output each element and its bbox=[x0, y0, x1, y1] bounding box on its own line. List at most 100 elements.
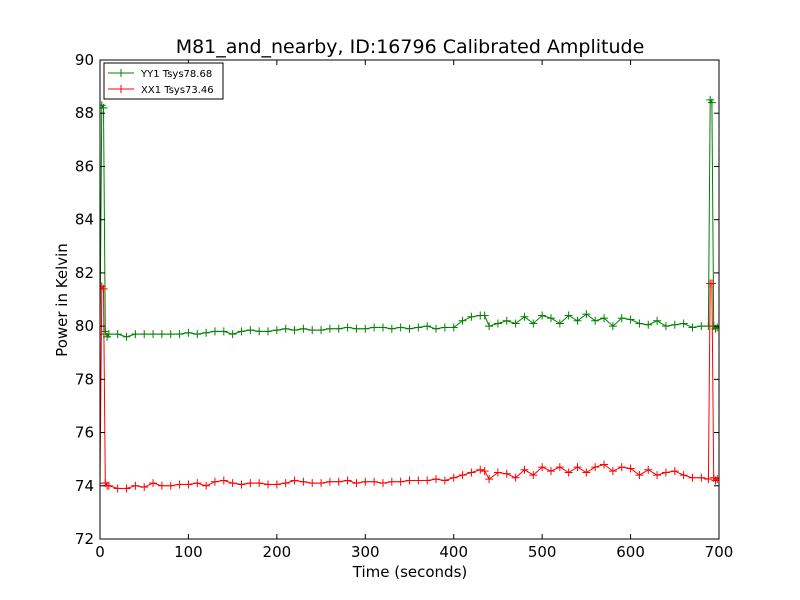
data-point bbox=[193, 330, 202, 339]
data-point bbox=[697, 322, 706, 331]
data-point bbox=[485, 475, 494, 484]
data-point bbox=[449, 473, 458, 482]
data-point bbox=[325, 324, 334, 333]
data-point bbox=[361, 324, 370, 333]
data-point bbox=[396, 323, 405, 332]
data-point bbox=[122, 484, 131, 493]
data-point bbox=[635, 471, 644, 480]
data-point bbox=[670, 320, 679, 329]
data-point bbox=[131, 481, 140, 490]
data-point bbox=[520, 465, 529, 474]
data-point bbox=[476, 465, 485, 474]
data-point bbox=[334, 477, 343, 486]
y-tick-label: 80 bbox=[75, 317, 94, 335]
data-point bbox=[414, 323, 423, 332]
data-point bbox=[707, 98, 716, 107]
data-point bbox=[175, 480, 184, 489]
data-point bbox=[432, 475, 441, 484]
data-point bbox=[210, 327, 219, 336]
data-point bbox=[308, 479, 317, 488]
data-point bbox=[511, 319, 520, 328]
data-point bbox=[405, 476, 414, 485]
data-point bbox=[582, 468, 591, 477]
data-point bbox=[334, 324, 343, 333]
data-point bbox=[440, 323, 449, 332]
data-point bbox=[617, 463, 626, 472]
data-point bbox=[653, 471, 662, 480]
data-point bbox=[626, 464, 635, 473]
y-tick-label: 74 bbox=[75, 477, 94, 495]
data-point bbox=[228, 330, 237, 339]
y-axis: 72 74 76 78 80 82 84 86 88 90 bbox=[75, 51, 719, 548]
data-point bbox=[308, 326, 317, 335]
data-point bbox=[480, 467, 489, 476]
data-point bbox=[113, 484, 122, 493]
data-point bbox=[538, 311, 547, 320]
data-point bbox=[502, 316, 511, 325]
y-tick-label: 78 bbox=[75, 370, 94, 388]
legend-label: YY1 Tsys78.68 bbox=[140, 69, 212, 80]
data-point bbox=[414, 476, 423, 485]
data-point bbox=[166, 330, 175, 339]
data-point bbox=[608, 467, 617, 476]
series-markers-0 bbox=[100, 95, 719, 341]
x-tick-label: 700 bbox=[705, 543, 734, 561]
plot-area bbox=[100, 60, 719, 539]
data-point bbox=[661, 322, 670, 331]
data-point bbox=[370, 323, 379, 332]
data-point bbox=[228, 479, 237, 488]
x-tick-label: 600 bbox=[616, 543, 645, 561]
data-point bbox=[679, 319, 688, 328]
x-axis: 0 100 200 300 400 500 600 700 bbox=[95, 60, 733, 561]
data-point bbox=[600, 314, 609, 323]
data-point bbox=[502, 469, 511, 478]
data-point bbox=[343, 323, 352, 332]
data-point bbox=[131, 330, 140, 339]
y-tick-label: 72 bbox=[75, 530, 94, 548]
data-point bbox=[467, 312, 476, 321]
data-point bbox=[352, 479, 361, 488]
data-point bbox=[361, 477, 370, 486]
plot-frame bbox=[99, 59, 720, 540]
data-point bbox=[713, 323, 719, 332]
data-point bbox=[299, 324, 308, 333]
data-point bbox=[255, 479, 264, 488]
data-point bbox=[281, 324, 290, 333]
x-tick-label: 400 bbox=[439, 543, 468, 561]
legend-marker bbox=[117, 69, 125, 77]
data-point bbox=[210, 477, 219, 486]
y-tick-label: 88 bbox=[75, 104, 94, 122]
data-point bbox=[423, 476, 432, 485]
data-point bbox=[555, 319, 564, 328]
data-point bbox=[546, 314, 555, 323]
y-tick-label: 82 bbox=[75, 264, 94, 282]
data-point bbox=[378, 479, 387, 488]
data-point bbox=[573, 463, 582, 472]
data-point bbox=[246, 479, 255, 488]
y-tick-label: 76 bbox=[75, 424, 94, 442]
data-point bbox=[317, 479, 326, 488]
data-point bbox=[679, 471, 688, 480]
data-point bbox=[202, 481, 211, 490]
x-axis-label: Time (seconds) bbox=[352, 563, 468, 581]
data-point bbox=[272, 326, 281, 335]
data-point bbox=[713, 475, 719, 484]
y-axis-label: Power in Kelvin bbox=[53, 243, 71, 357]
data-point bbox=[140, 483, 149, 492]
data-point bbox=[688, 473, 697, 482]
data-point bbox=[529, 319, 538, 328]
data-point bbox=[697, 473, 706, 482]
data-point bbox=[458, 316, 467, 325]
data-point bbox=[157, 330, 166, 339]
data-point bbox=[104, 481, 113, 490]
data-point bbox=[104, 330, 113, 339]
data-point bbox=[493, 319, 502, 328]
data-point bbox=[480, 311, 489, 320]
x-tick-label: 200 bbox=[263, 543, 292, 561]
data-point bbox=[538, 463, 547, 472]
data-point bbox=[600, 460, 609, 469]
data-point bbox=[432, 324, 441, 333]
data-point bbox=[325, 477, 334, 486]
data-point bbox=[626, 315, 635, 324]
data-point bbox=[272, 480, 281, 489]
